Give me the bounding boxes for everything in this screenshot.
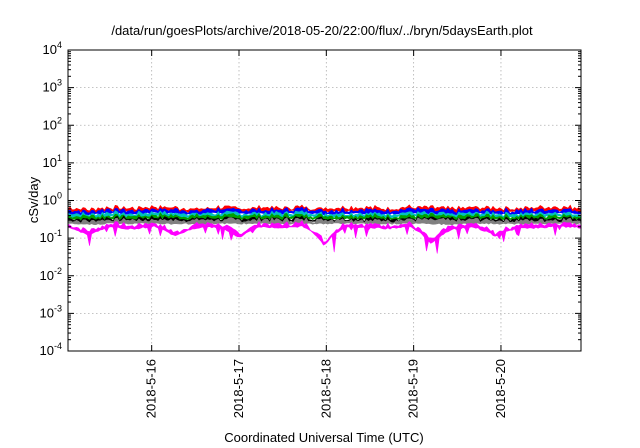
series-band (67, 220, 582, 254)
x-tick-label: 2018-5-18 (318, 359, 333, 418)
y-tick-label: 10-3 (40, 303, 62, 320)
y-axis-ticks: 10-4 10-3 10-2 10-1 100 101 102 103 104 (40, 40, 581, 358)
y-tick-label: 10-1 (40, 228, 62, 245)
grid (68, 50, 581, 351)
y-tick-label: 104 (43, 40, 62, 57)
y-tick-label: 10-2 (40, 266, 62, 283)
x-tick-label: 2018-5-20 (493, 359, 508, 418)
y-axis-label: cSv/day (26, 176, 41, 223)
x-axis-label: Coordinated Universal Time (UTC) (224, 430, 423, 445)
x-axis-ticks: 2018-5-16 2018-5-17 2018-5-18 2018-5-19 2018… (144, 50, 508, 418)
chart-title: /data/run/goesPlots/archive/2018-05-20/2… (111, 23, 533, 38)
y-tick-label: 10-4 (40, 341, 62, 358)
x-tick-label: 2018-5-19 (406, 359, 421, 418)
x-tick-label: 2018-5-16 (144, 359, 159, 418)
y-tick-label: 103 (43, 78, 62, 95)
series-layer (67, 204, 582, 254)
y-tick-label: 102 (43, 115, 62, 132)
y-tick-label: 100 (43, 191, 62, 208)
y-tick-label: 101 (43, 153, 62, 170)
x-tick-label: 2018-5-17 (231, 359, 246, 418)
